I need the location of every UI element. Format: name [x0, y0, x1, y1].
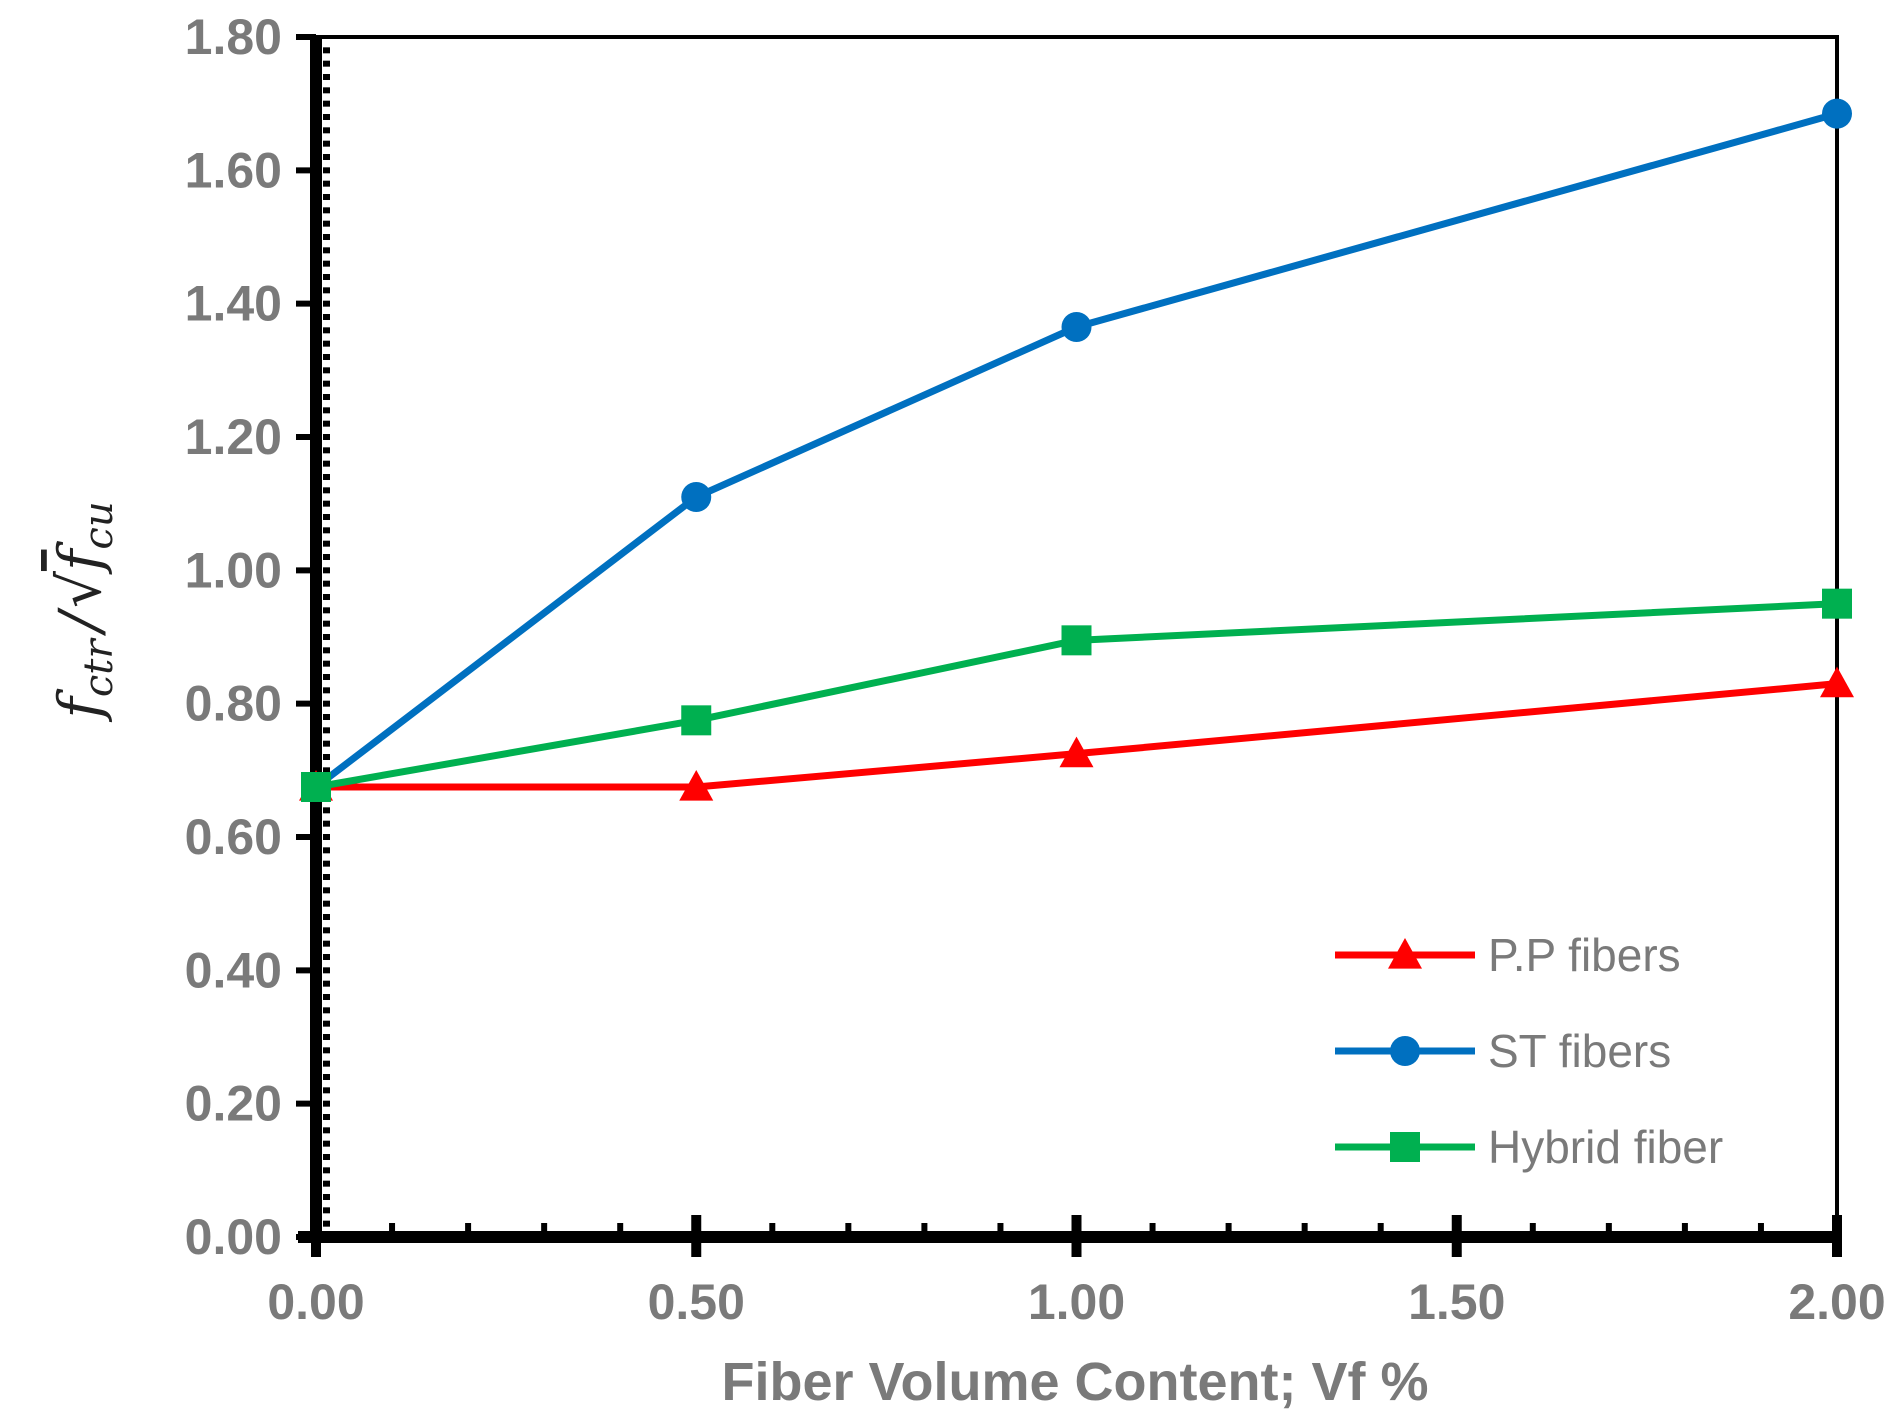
- y-tick-label: 1.80: [185, 9, 282, 65]
- data-point-hybrid-fiber: [681, 705, 712, 736]
- y-tick-label: 0.40: [185, 942, 282, 998]
- series-layer: [299, 98, 1854, 802]
- y-axis-separator: /: [46, 607, 114, 637]
- x-axis-title: Fiber Volume Content; Vf %: [721, 1352, 1428, 1412]
- data-point-p-p-fibers: [679, 770, 714, 801]
- y-axis-radical: √: [46, 571, 114, 608]
- y-tick-label: 1.00: [185, 542, 282, 598]
- y-tick-label: 0.80: [185, 676, 282, 732]
- legend-label: P.P fibers: [1488, 929, 1681, 981]
- series-line-st-fibers: [313, 110, 1838, 790]
- y-tick-label: 1.40: [185, 276, 282, 332]
- legend-marker-triangle: [1388, 938, 1422, 969]
- data-point-st-fibers: [1822, 98, 1852, 129]
- data-point-p-p-fibers: [1820, 666, 1854, 698]
- legend-marker-circle: [1390, 1036, 1420, 1066]
- y-tick-label: 0.00: [185, 1209, 282, 1265]
- x-tick-label: 0.50: [648, 1274, 745, 1330]
- data-point-st-fibers: [1061, 312, 1092, 342]
- svg-text:fctr/√fcu: fctr/√fcu: [46, 501, 122, 722]
- data-point-hybrid-fiber: [301, 772, 331, 802]
- data-point-p-p-fibers: [1059, 736, 1094, 768]
- series-p-p-fibers: [299, 666, 1854, 801]
- series-line-p-p-fibers: [316, 680, 1838, 791]
- y-tick-label: 0.20: [185, 1076, 282, 1132]
- legend-label: Hybrid fiber: [1488, 1121, 1723, 1173]
- y-tick-label: 1.60: [185, 142, 282, 198]
- x-tick-label: 1.00: [1028, 1274, 1125, 1330]
- legend-item-st-fibers: ST fibers: [1335, 1025, 1671, 1077]
- x-tick-label: 0.00: [267, 1274, 364, 1330]
- legend-item-p-p-fibers: P.P fibers: [1335, 929, 1681, 981]
- legend-marker-square: [1390, 1132, 1420, 1162]
- y-axis-title: fctr/√fcu: [46, 501, 122, 722]
- data-point-hybrid-fiber: [1061, 625, 1092, 656]
- y-tick-label: 1.20: [185, 409, 282, 465]
- series-st-fibers: [301, 98, 1852, 802]
- series-hybrid-fiber: [301, 588, 1852, 802]
- series-line-hybrid-fiber: [315, 600, 1838, 791]
- x-axis-ticks: 0.00 0.50 1.00 1.50 2.00: [267, 1215, 1886, 1330]
- y-tick-label: 0.60: [185, 809, 282, 865]
- data-point-st-fibers: [681, 482, 712, 512]
- y-axis-ticks: 0.00 0.20 0.40 0.60 0.80 1.00 1.20 1.40 1.60 1.80: [185, 9, 330, 1265]
- y-axis-denominator-subscript: cu: [76, 501, 122, 549]
- legend: P.P fibers ST fibers Hybrid fiber: [1335, 929, 1723, 1173]
- legend-label: ST fibers: [1488, 1025, 1671, 1077]
- x-tick-label: 1.50: [1408, 1274, 1505, 1330]
- x-tick-label: 2.00: [1788, 1274, 1885, 1330]
- y-axis-numerator-subscript: ctr: [76, 637, 122, 697]
- data-point-hybrid-fiber: [1822, 588, 1852, 619]
- legend-item-hybrid-fiber: Hybrid fiber: [1335, 1121, 1723, 1173]
